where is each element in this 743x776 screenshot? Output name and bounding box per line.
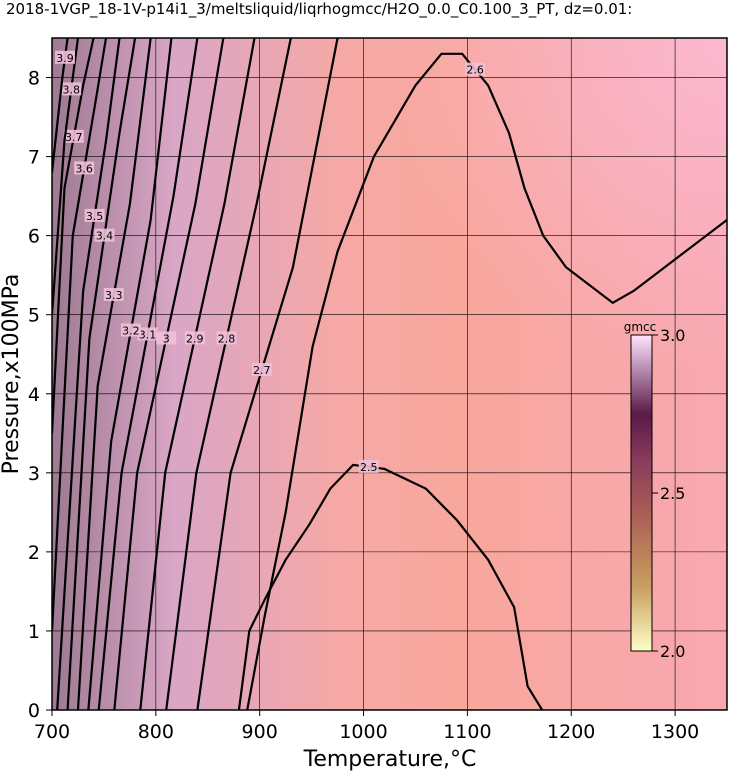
contour-label: 3.9	[56, 52, 74, 65]
x-tick-label: 1000	[339, 721, 387, 743]
x-tick-label: 1200	[547, 721, 595, 743]
x-tick-label: 800	[138, 721, 174, 743]
contour-label: 3.4	[96, 230, 114, 243]
y-tick-label: 4	[28, 384, 40, 406]
contour-label-bg	[54, 50, 75, 64]
contour-label: 3.3	[105, 289, 123, 302]
contour-label: 3.8	[62, 83, 80, 96]
contour-label: 3.2	[122, 325, 140, 338]
contour-label: 3	[163, 332, 170, 345]
contour-label: 3.5	[86, 210, 104, 223]
contour-label-bg	[137, 327, 158, 341]
colorbar-tick-label: 2.0	[660, 642, 685, 661]
y-tick-label: 7	[28, 147, 40, 169]
x-tick-label: 700	[34, 721, 70, 743]
contour-label: 2.9	[186, 332, 204, 345]
contour-label-bg	[216, 331, 237, 345]
y-tick-label: 5	[28, 305, 40, 327]
x-tick-label: 900	[242, 721, 278, 743]
plot-frame	[51, 37, 728, 711]
colorbar-label: gmcc	[624, 320, 657, 334]
contour-label: 3.6	[75, 162, 93, 175]
contour-label-bg	[156, 331, 177, 345]
contour-line	[52, 38, 80, 315]
chart-title: 2018-1VGP_18-1V-p14i1_3/meltsliquid/liqr…	[6, 0, 632, 19]
y-axis-label: Pressure,x100MPa	[0, 274, 24, 475]
contour-label-bg	[251, 363, 272, 377]
y-tick-label: 0	[28, 700, 40, 722]
y-tick-label: 2	[28, 542, 40, 564]
contour-label-bg	[184, 331, 205, 345]
contour-label: 2.8	[218, 332, 236, 345]
contour-label-bg	[120, 323, 141, 337]
x-axis-label: Temperature,°C	[303, 747, 477, 772]
contour-label-bg	[358, 459, 379, 473]
y-tick-label: 8	[28, 68, 40, 90]
contour-label-bg	[84, 208, 105, 222]
contour-label: 2.5	[360, 461, 378, 474]
y-tick-label: 1	[28, 621, 40, 643]
y-tick-label: 6	[28, 226, 40, 248]
contour-label: 2.6	[466, 64, 484, 77]
contour-label-bg	[61, 82, 82, 96]
contours: 2.5 2.6 2.7 2.8 2.9 3 3.13.2 3.3 3.4 3.5 3.6 3.7 3.8…	[52, 38, 727, 710]
colorbar-tick-label: 2.5	[660, 484, 685, 503]
contour-label-bg	[74, 161, 95, 175]
x-tick-label: 1300	[651, 721, 699, 743]
contour-label: 3.7	[65, 131, 83, 144]
plot-shade	[52, 38, 727, 710]
colorbar-tick-label: 3.0	[660, 326, 685, 345]
x-tick-label: 1100	[443, 721, 491, 743]
contour-label-bg	[103, 287, 124, 301]
contour-label-bg	[63, 129, 84, 143]
contour-label: 3.1	[139, 328, 157, 341]
y-tick-label: 3	[28, 463, 40, 485]
contour-label-bg	[94, 228, 115, 242]
contour-label-bg	[465, 62, 486, 76]
colorbar	[630, 334, 653, 652]
contour-label: 2.7	[253, 364, 271, 377]
